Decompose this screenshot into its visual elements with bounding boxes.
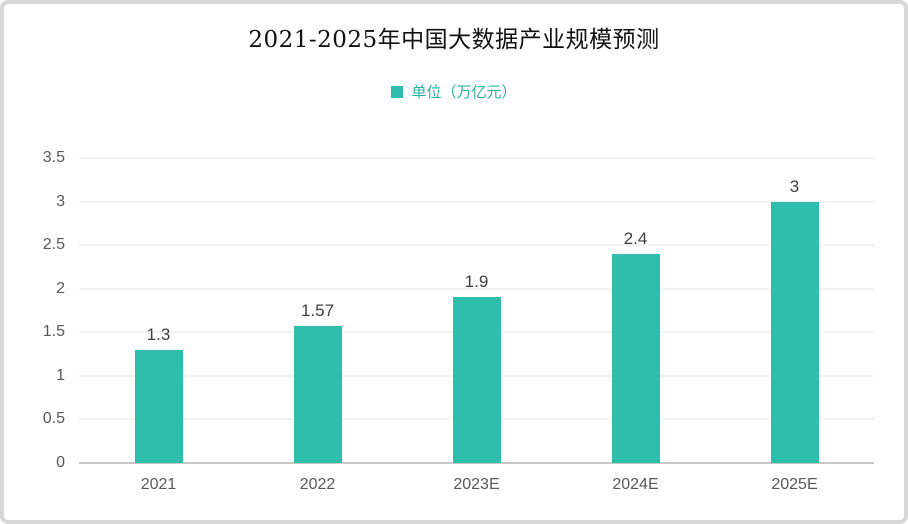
category-column: 1.9 2023E bbox=[397, 158, 556, 493]
legend: 单位（万亿元） bbox=[4, 81, 904, 102]
gridline bbox=[79, 201, 874, 203]
y-tick-label: 3.5 bbox=[42, 149, 65, 166]
x-tick-label: 2024E bbox=[612, 476, 659, 493]
bar-value-label: 1.9 bbox=[464, 272, 489, 292]
bar bbox=[770, 201, 819, 463]
y-tick-label: 0.5 bbox=[42, 410, 65, 428]
bar-value-label: 3 bbox=[789, 176, 800, 196]
gridline bbox=[79, 288, 874, 290]
plot-area: 0 0.5 1 1.5 2 2.5 3 3.5 1.3 2021 1.57 2022 1.9 2023E 2… bbox=[43, 149, 874, 493]
category-column: 1.57 2022 bbox=[238, 158, 397, 493]
x-tick-label: 2025E bbox=[771, 476, 818, 493]
category-column: 1.3 2021 bbox=[79, 158, 238, 493]
y-tick-label: 2 bbox=[56, 279, 65, 297]
bar-value-label: 1.3 bbox=[146, 324, 171, 344]
bar-group: 1.9 bbox=[397, 158, 556, 463]
y-tick-label: 2.5 bbox=[42, 236, 65, 254]
bar bbox=[611, 253, 660, 463]
gridline bbox=[79, 244, 874, 246]
bar-value-label: 1.57 bbox=[300, 301, 335, 321]
x-tick-label: 2022 bbox=[299, 476, 336, 493]
y-tick-label: 0 bbox=[56, 454, 65, 471]
legend-marker-icon bbox=[391, 85, 404, 98]
chart-title: 2021-2025年中国大数据产业规模预测 bbox=[248, 27, 660, 53]
bar bbox=[293, 326, 342, 463]
gridline bbox=[79, 157, 874, 159]
bar-series: 1.3 2021 1.57 2022 1.9 2023E 2.4 2024E 3 2025E bbox=[79, 158, 874, 493]
y-tick-label: 3 bbox=[56, 192, 65, 210]
bar-group: 1.57 bbox=[238, 158, 397, 463]
y-tick-label: 1 bbox=[56, 366, 65, 384]
bar bbox=[452, 297, 501, 463]
bar-group: 1.3 bbox=[79, 158, 238, 463]
bar-group: 2.4 bbox=[556, 158, 715, 463]
bar-group: 3 bbox=[715, 158, 874, 463]
x-tick-label: 2023E bbox=[453, 476, 500, 493]
x-tick-label: 2021 bbox=[140, 476, 177, 493]
category-column: 2.4 2024E bbox=[556, 158, 715, 493]
bar bbox=[134, 349, 183, 463]
x-axis-line bbox=[79, 462, 874, 464]
legend-label: 单位（万亿元） bbox=[411, 84, 517, 101]
y-tick-label: 1.5 bbox=[42, 323, 65, 341]
category-column: 3 2025E bbox=[715, 158, 874, 493]
bar-value-label: 2.4 bbox=[623, 228, 648, 248]
